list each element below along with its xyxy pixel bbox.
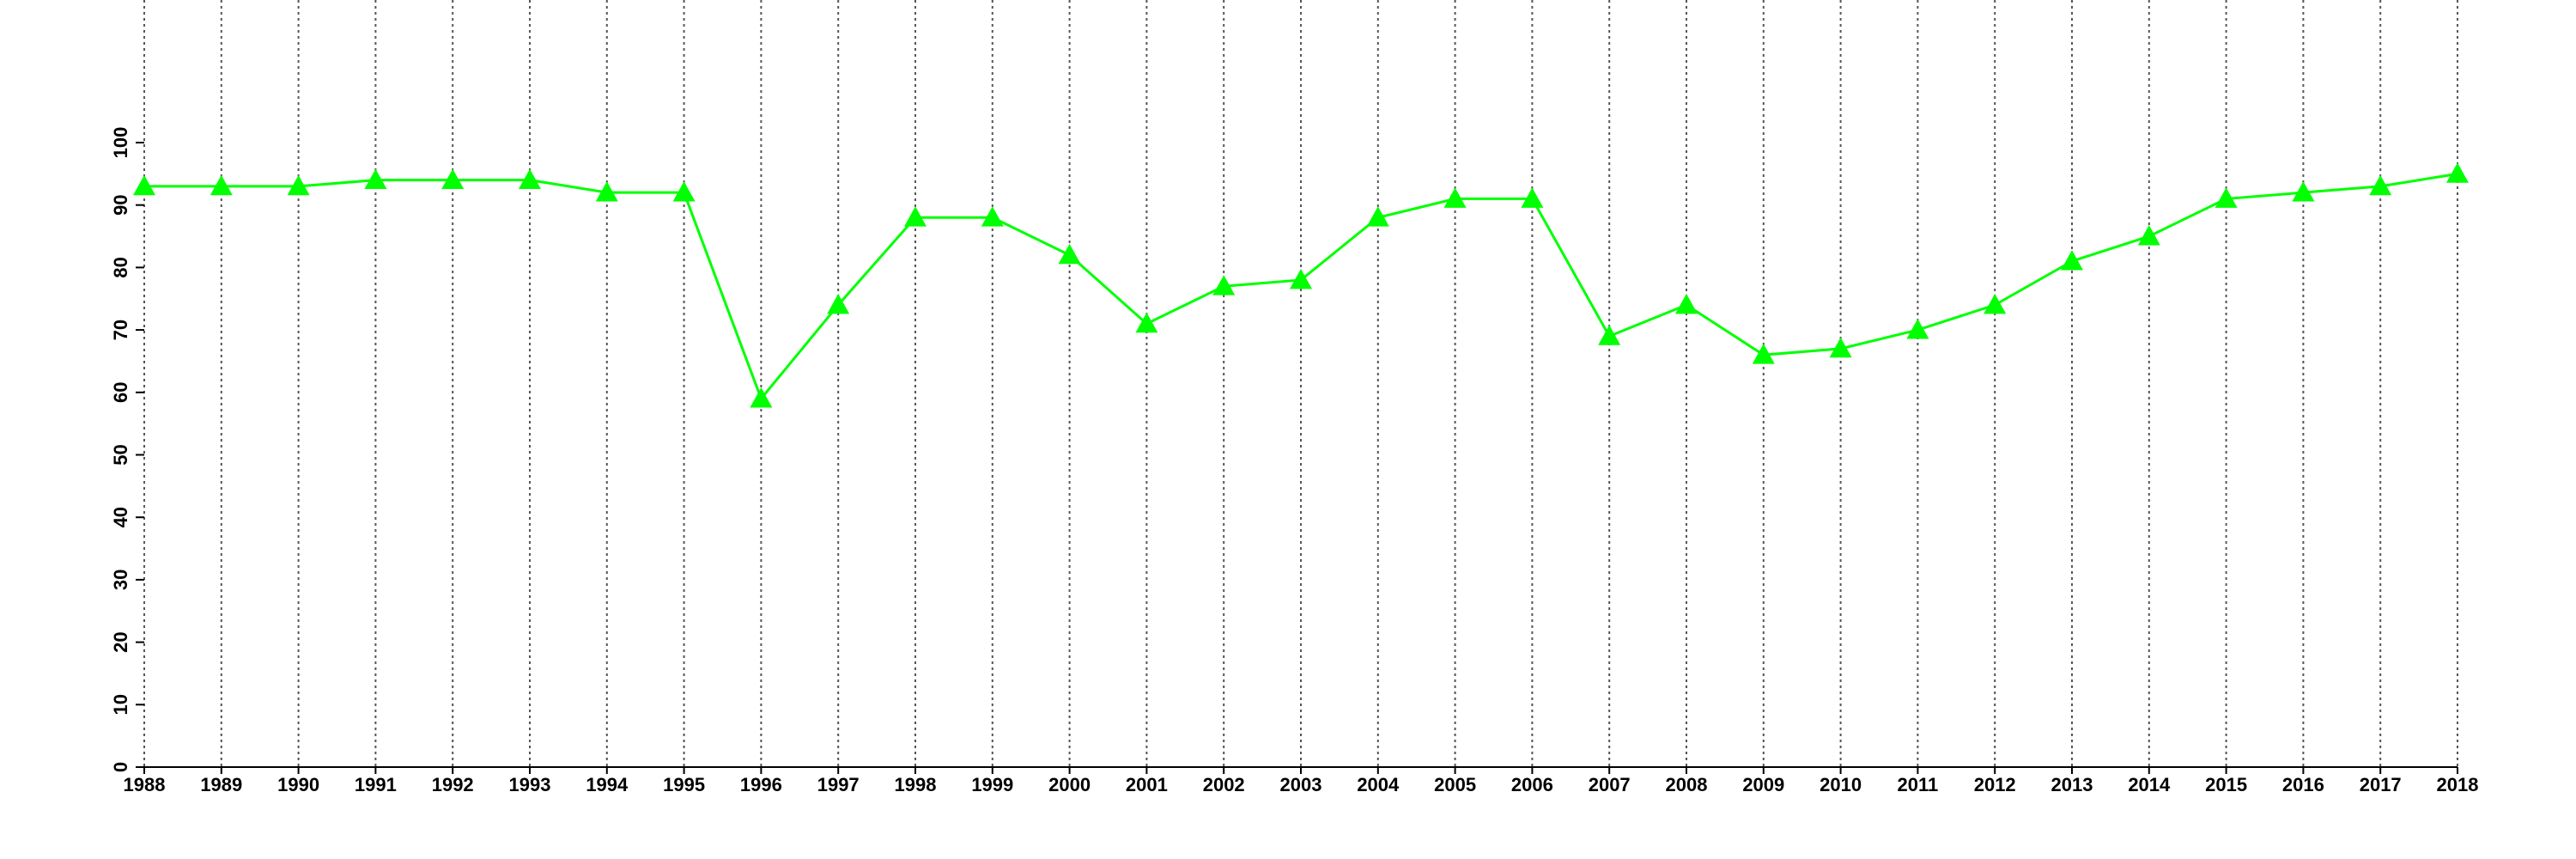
x-tick-label: 1993 — [509, 774, 551, 795]
marker — [1212, 275, 1236, 295]
y-tick-label: 20 — [110, 631, 131, 652]
x-tick-label: 2013 — [2051, 774, 2093, 795]
marker — [210, 174, 233, 196]
y-tick-label: 70 — [110, 320, 131, 340]
marker — [364, 168, 387, 190]
marker — [441, 168, 465, 190]
marker — [2369, 174, 2392, 196]
x-tick-label: 1990 — [277, 774, 319, 795]
x-tick-label: 2002 — [1203, 774, 1245, 795]
marker — [1443, 187, 1467, 208]
marker — [750, 387, 773, 408]
y-tick-label: 40 — [110, 507, 131, 527]
x-tick-label: 1994 — [586, 774, 629, 795]
x-tick-label: 1999 — [971, 774, 1013, 795]
y-tick-label: 80 — [110, 257, 131, 277]
x-tick-label: 2012 — [1974, 774, 2016, 795]
marker — [133, 174, 155, 196]
x-tick-label: 1991 — [355, 774, 397, 795]
x-tick-label: 2011 — [1898, 774, 1939, 795]
marker — [1598, 325, 1621, 345]
x-tick-label: 2008 — [1666, 774, 1708, 795]
marker — [287, 174, 310, 196]
x-tick-label: 2016 — [2282, 774, 2324, 795]
marker — [1058, 243, 1081, 265]
marker — [827, 294, 850, 314]
x-tick-label: 1995 — [663, 774, 705, 795]
x-tick-label: 1989 — [200, 774, 242, 795]
x-tick-label: 2004 — [1357, 774, 1400, 795]
x-tick-label: 2010 — [1820, 774, 1862, 795]
x-tick-label: 2017 — [2360, 774, 2402, 795]
x-tick-label: 2006 — [1511, 774, 1553, 795]
x-tick-label: 2003 — [1280, 774, 1322, 795]
marker — [1752, 344, 1775, 364]
marker — [1135, 312, 1158, 333]
marker — [1675, 294, 1698, 314]
marker — [2137, 225, 2160, 246]
marker — [981, 206, 1004, 227]
x-tick-label: 2007 — [1589, 774, 1631, 795]
marker — [2061, 250, 2083, 271]
x-tick-label: 2001 — [1126, 774, 1168, 795]
marker — [1829, 337, 1852, 358]
marker — [672, 181, 696, 202]
y-tick-label: 30 — [110, 570, 131, 590]
x-tick-label: 1996 — [740, 774, 782, 795]
x-tick-label: 2014 — [2128, 774, 2171, 795]
marker — [1290, 268, 1312, 289]
x-tick-label: 1997 — [817, 774, 860, 795]
y-tick-label: 60 — [110, 382, 131, 403]
marker — [595, 181, 618, 202]
marker — [1521, 187, 1544, 208]
marker — [2446, 162, 2469, 183]
marker — [2215, 187, 2238, 208]
x-tick-label: 1988 — [124, 774, 166, 795]
y-tick-label: 100 — [110, 127, 131, 159]
marker — [904, 206, 927, 227]
x-tick-label: 1992 — [432, 774, 474, 795]
marker — [519, 168, 541, 190]
marker — [1984, 294, 2007, 314]
y-tick-label: 10 — [110, 694, 131, 715]
y-tick-label: 50 — [110, 444, 131, 465]
x-tick-label: 1998 — [895, 774, 937, 795]
x-tick-label: 2018 — [2437, 774, 2479, 795]
x-tick-label: 2015 — [2205, 774, 2247, 795]
x-tick-label: 2000 — [1048, 774, 1091, 795]
marker — [1906, 319, 1929, 339]
x-tick-label: 2009 — [1742, 774, 1784, 795]
marker — [1366, 206, 1389, 227]
y-tick-label: 90 — [110, 194, 131, 215]
marker — [2292, 181, 2315, 202]
y-tick-label: 0 — [110, 762, 131, 772]
x-tick-label: 2005 — [1434, 774, 1476, 795]
